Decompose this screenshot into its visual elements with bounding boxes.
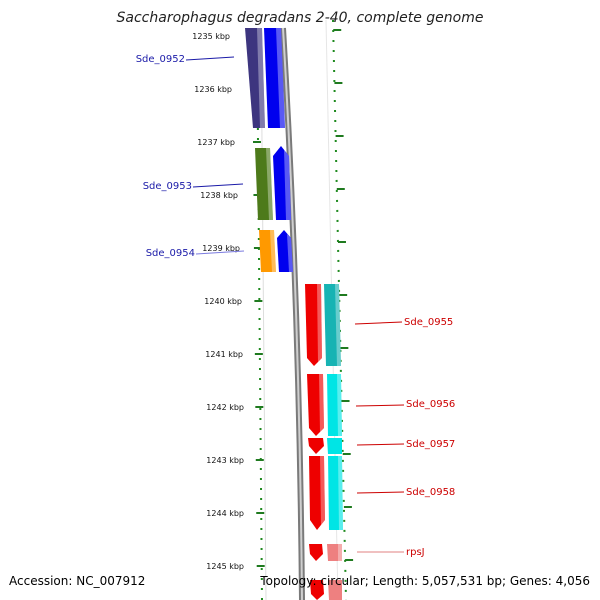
genome-summary-text: Topology: circular; Length: 5,057,531 bp… bbox=[260, 574, 590, 588]
kbp-label: 1240 kbp bbox=[204, 297, 242, 306]
genome-backbone bbox=[280, 27, 305, 600]
accession-text: Accession: NC_007912 bbox=[9, 574, 146, 588]
gene-sde-0953-strand bbox=[273, 146, 291, 220]
gene-sde-0952-features[interactable] bbox=[245, 28, 285, 128]
gene-label-sde-0956[interactable]: Sde_0956 bbox=[406, 399, 455, 410]
gene-rpsj-strand bbox=[309, 544, 323, 561]
gene-rpsj-features[interactable] bbox=[309, 544, 342, 600]
gene-sde-0957-strand bbox=[308, 438, 324, 454]
gene-sde-0954-strand bbox=[277, 230, 293, 272]
right-ticks bbox=[333, 29, 354, 561]
left-ticks bbox=[252, 35, 265, 567]
gene-sde-0956-features[interactable] bbox=[307, 374, 342, 436]
gene-sde-0952-strand bbox=[264, 28, 285, 128]
gene-label-sde-0955[interactable]: Sde_0955 bbox=[404, 317, 453, 328]
gene-sde-0956-cog bbox=[327, 374, 342, 436]
kbp-label: 1243 kbp bbox=[206, 456, 244, 465]
gene-sde-0958-strand bbox=[309, 456, 325, 530]
gene-label-sde-0957[interactable]: Sde_0957 bbox=[406, 439, 455, 450]
gene-sde-0953-cog bbox=[255, 148, 273, 220]
gene-sde-0957-features[interactable] bbox=[308, 438, 342, 454]
kbp-label: 1237 kbp bbox=[197, 138, 235, 147]
gene-sde-0958-cog bbox=[328, 456, 343, 530]
gene-label-sde-0952[interactable]: Sde_0952 bbox=[136, 54, 185, 65]
gene-sde-0954-cog bbox=[259, 230, 276, 272]
gene-sde-0953-features[interactable] bbox=[255, 146, 291, 220]
gene-label-sde-0954[interactable]: Sde_0954 bbox=[146, 248, 195, 259]
gene-sde-0955-cog bbox=[324, 284, 341, 366]
gene-sde-0952-cog bbox=[245, 28, 265, 128]
gene-sde-0958-features[interactable] bbox=[309, 456, 343, 530]
gene-sde-0955-features[interactable] bbox=[305, 284, 341, 366]
left-gene-labels[interactable]: Sde_0952 Sde_0953 Sde_0954 bbox=[136, 54, 245, 259]
gene-sde-0955-strand bbox=[305, 284, 322, 366]
gene-label-sde-0953[interactable]: Sde_0953 bbox=[143, 181, 192, 192]
right-gene-labels[interactable]: Sde_0955 Sde_0956 Sde_0957 Sde_0958 rpsJ bbox=[354, 317, 455, 558]
gene-label-sde-0958[interactable]: Sde_0958 bbox=[406, 487, 455, 498]
kbp-label: 1242 kbp bbox=[206, 403, 244, 412]
kbp-label: 1238 kbp bbox=[200, 191, 238, 200]
kbp-label: 1245 kbp bbox=[206, 562, 244, 571]
kbp-label: 1235 kbp bbox=[192, 32, 230, 41]
gene-sde-0957-cog bbox=[327, 438, 342, 454]
kbp-label: 1244 kbp bbox=[206, 509, 244, 518]
gene-sde-0954-features[interactable] bbox=[259, 230, 293, 272]
gene-rpsj-cog bbox=[327, 544, 342, 561]
kbp-labels: 1235 kbp 1236 kbp 1237 kbp 1238 kbp 1239… bbox=[192, 32, 244, 571]
kbp-label: 1241 kbp bbox=[205, 350, 243, 359]
kbp-label: 1239 kbp bbox=[202, 244, 240, 253]
kbp-label: 1236 kbp bbox=[194, 85, 232, 94]
map-title: Saccharophagus degradans 2-40, complete … bbox=[116, 10, 484, 26]
gene-sde-0956-strand bbox=[307, 374, 324, 436]
gene-label-rpsj[interactable]: rpsJ bbox=[406, 547, 425, 558]
